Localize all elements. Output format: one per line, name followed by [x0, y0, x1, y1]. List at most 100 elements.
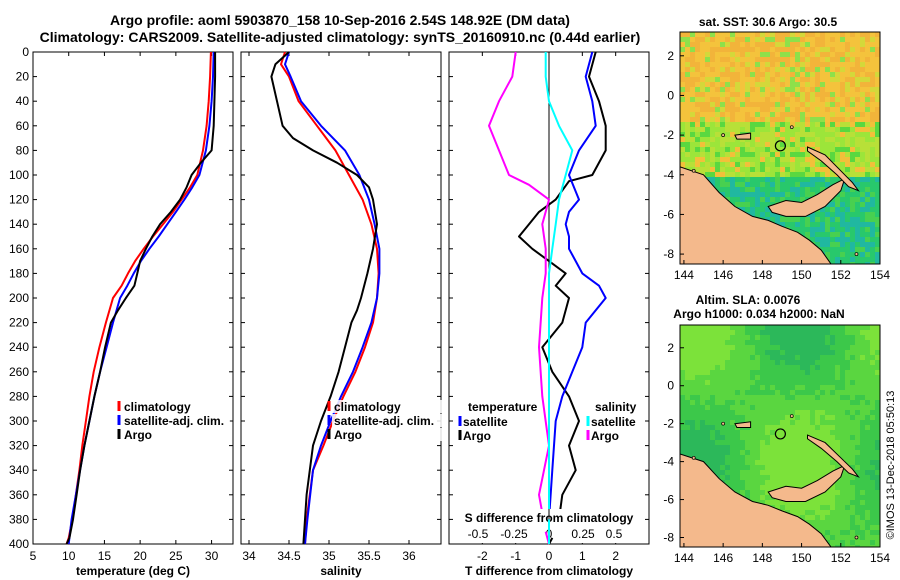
map-cell [825, 410, 831, 416]
map-cell [805, 335, 811, 341]
map-cell [845, 345, 851, 351]
map-cell [755, 147, 761, 153]
map-cell [770, 137, 776, 143]
map-cell [740, 435, 746, 441]
map-cell [760, 435, 766, 441]
map-cell [870, 485, 876, 491]
map-cell [850, 102, 856, 108]
map-cell [735, 77, 741, 83]
map-cell [855, 57, 861, 63]
land-new-guinea [680, 166, 832, 264]
map-cell [815, 172, 821, 178]
map-cell [795, 107, 801, 113]
map-cell [850, 425, 856, 431]
map-cell [680, 52, 686, 58]
map-cell [740, 410, 746, 416]
map-cell [720, 62, 726, 68]
map-cell [750, 32, 756, 38]
map-cell [875, 87, 880, 93]
map-cell [730, 435, 736, 441]
map-cell [710, 127, 716, 133]
map-cell [865, 167, 871, 173]
map-cell [705, 375, 711, 381]
map-cell [685, 162, 691, 168]
map-cell [700, 82, 706, 88]
map-cell [760, 72, 766, 78]
map-cell [770, 360, 776, 366]
map-cell [790, 162, 796, 168]
map-cell [720, 152, 726, 158]
map-cell [740, 365, 746, 371]
map-cell [795, 425, 801, 431]
map-cell [740, 157, 746, 163]
map-cell [695, 420, 701, 426]
map-cell [860, 77, 866, 83]
map-cell [680, 385, 686, 391]
map-cell [800, 375, 806, 381]
map-cell [810, 500, 816, 506]
map-cell [820, 350, 826, 356]
map-cell [820, 530, 826, 536]
map-cell [710, 77, 716, 83]
map-cell [875, 495, 880, 501]
map-cell [780, 192, 786, 198]
temperature-panel: 0204060801001201401601802002202402602803… [9, 45, 234, 578]
map-cell [875, 117, 880, 123]
map-cell [875, 132, 880, 138]
map-cell [775, 505, 781, 511]
map-cell [760, 465, 766, 471]
map-cell [815, 395, 821, 401]
map-cell [685, 102, 691, 108]
map-cell [780, 505, 786, 511]
map-cell [860, 340, 866, 346]
map-cell [840, 122, 846, 128]
map-cell [725, 47, 731, 53]
map-cell [810, 460, 816, 466]
map-cell [810, 425, 816, 431]
map-cell [830, 212, 836, 218]
map-cell [875, 182, 880, 188]
map-cell [760, 187, 766, 193]
map-cell [855, 32, 861, 38]
map-cell [710, 117, 716, 123]
map-cell [775, 340, 781, 346]
map-cell [855, 350, 861, 356]
map-cell [740, 62, 746, 68]
map-cell [705, 32, 711, 38]
map-cell [825, 335, 831, 341]
map-cell [795, 420, 801, 426]
map-cell [860, 445, 866, 451]
map-cell [815, 410, 821, 416]
map-cell [795, 102, 801, 108]
map-cell [790, 350, 796, 356]
map-cell [835, 72, 841, 78]
map-cell [775, 77, 781, 83]
map-cell [740, 82, 746, 88]
map-cell [725, 57, 731, 63]
map-cell [735, 480, 741, 486]
map-cell [735, 415, 741, 421]
map-cell [780, 187, 786, 193]
map-cell [800, 192, 806, 198]
map-cell [715, 42, 721, 48]
map-cell [790, 345, 796, 351]
map-cell [825, 112, 831, 118]
map-cell [835, 545, 841, 547]
map-cell [705, 82, 711, 88]
map-cell [810, 515, 816, 521]
map-cell [825, 385, 831, 391]
map-cell [780, 340, 786, 346]
map-cell [845, 107, 851, 113]
map-cell [740, 107, 746, 113]
map-cell [795, 360, 801, 366]
map-cell [700, 400, 706, 406]
map-cell [765, 117, 771, 123]
map-cell [680, 395, 686, 401]
map-cell [740, 325, 746, 331]
map-cell [855, 127, 861, 133]
map-cell [855, 500, 861, 506]
map-cell [685, 77, 691, 83]
map-cell [855, 97, 861, 103]
map-cell [830, 380, 836, 386]
map-cell [800, 107, 806, 113]
